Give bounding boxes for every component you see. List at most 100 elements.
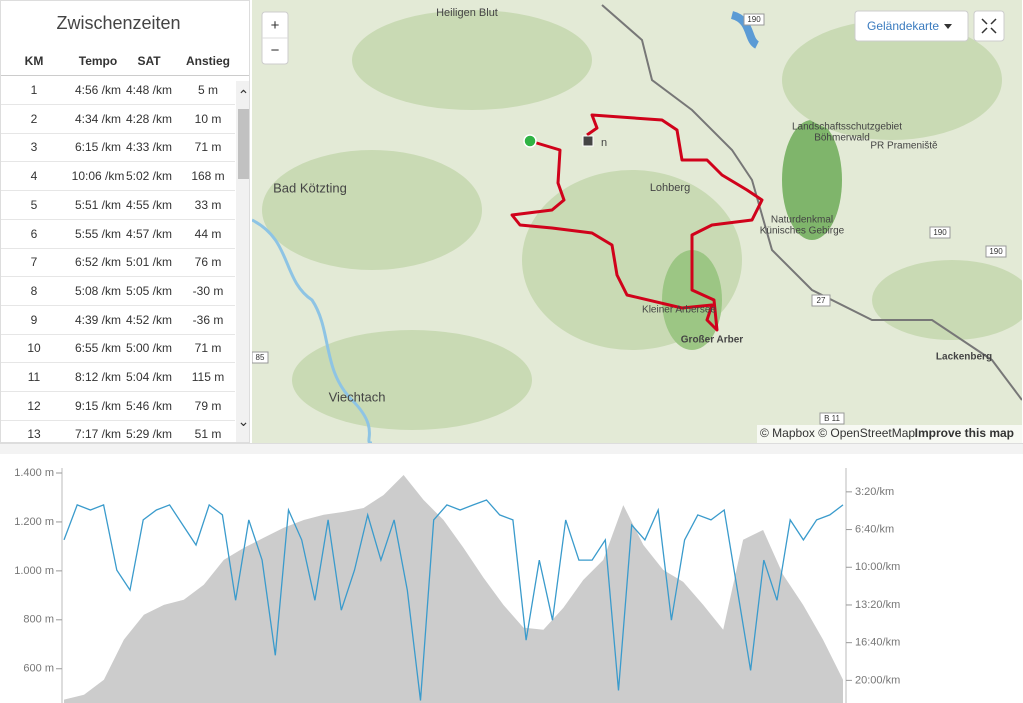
table-cell: 6:15 /km — [74, 140, 122, 155]
row-rule — [1, 161, 235, 163]
table-cell: 4:28 /km — [125, 111, 173, 126]
road-label: B 11 — [824, 414, 840, 423]
row-rule — [1, 391, 235, 392]
attribution-bg — [757, 425, 1022, 443]
map-type-button[interactable] — [854, 10, 969, 42]
table-cell: 8 — [30, 283, 38, 298]
table-cell: 5:46 /km — [125, 398, 173, 413]
table-cell: 5:00 /km — [125, 341, 173, 356]
panel-title: Zwischenzeiten — [56, 13, 181, 33]
row-rule — [1, 362, 235, 364]
scroll-up[interactable]: ⌃ — [237, 87, 250, 103]
attribution: © Mapbox © OpenStreetMap — [760, 426, 915, 440]
zoom-out[interactable]: − — [271, 42, 280, 59]
row-rule — [1, 104, 235, 105]
table-cell: 4:56 /km — [74, 83, 122, 97]
place-label: Künisches Gebirge — [760, 226, 845, 237]
table-cell: -36 m — [192, 312, 224, 327]
road-label: 190 — [933, 228, 947, 237]
lake — [730, 11, 760, 49]
column-header: Anstieg — [185, 54, 230, 68]
column-header: SAT — [137, 54, 161, 68]
table-cell: 44 m — [194, 226, 222, 241]
place-label: PR Prameniště — [870, 141, 938, 152]
table-cell: 76 m — [194, 255, 222, 270]
table-cell: 4:33 /km — [125, 140, 173, 155]
table-cell: 4:48 /km — [125, 83, 173, 97]
zoom-in[interactable]: + — [271, 17, 280, 34]
table-cell: 71 m — [194, 140, 222, 155]
table-cell: 5:51 /km — [74, 197, 122, 212]
row-rule — [1, 247, 235, 249]
table-cell: -30 m — [192, 283, 224, 298]
table-cell: 2 — [30, 111, 38, 126]
row-rule — [1, 304, 235, 306]
row-rule — [1, 190, 235, 192]
y-tick-label: 1.400 m — [14, 467, 54, 479]
place-label: Viechtach — [329, 389, 386, 404]
improve-link[interactable]: Improve this map — [915, 426, 1014, 440]
table-cell: 13 — [27, 427, 41, 442]
y2-tick-label: 3:20/km — [855, 486, 894, 498]
divider[interactable] — [0, 443, 1023, 454]
road-label: 85 — [256, 353, 265, 362]
table-cell: 6:52 /km — [74, 255, 122, 270]
table-cell: 5:01 /km — [125, 255, 173, 270]
pace-line — [63, 499, 844, 701]
place-label: Naturdenkmal — [771, 215, 833, 226]
table-cell: 51 m — [194, 427, 222, 442]
row-rule — [1, 419, 235, 421]
table-cell: 5:04 /km — [125, 370, 173, 384]
road-label: 190 — [747, 15, 761, 24]
place-label: Lackenberg — [936, 352, 992, 363]
table-cell: 11 — [27, 370, 41, 384]
row-rule — [1, 218, 235, 220]
y2-tick-label: 20:00/km — [855, 674, 900, 686]
y2-tick-label: 16:40/km — [855, 637, 900, 649]
dropdown-caret — [944, 24, 952, 29]
place-label: n — [601, 137, 607, 149]
table-cell: 12 — [27, 398, 41, 413]
table-cell: 4:57 /km — [125, 226, 173, 241]
place-label: Landschaftsschutzgebiet — [792, 122, 902, 133]
table-cell: 4:39 /km — [74, 312, 122, 327]
y2-tick-label: 13:20/km — [855, 599, 900, 611]
table-cell: 5:29 /km — [125, 427, 173, 442]
table-cell: 115 m — [191, 370, 225, 384]
terrain — [262, 10, 1022, 430]
scroll-thumb[interactable] — [238, 109, 249, 179]
table-cell: 10 m — [194, 111, 222, 126]
table-cell: 9:15 /km — [74, 398, 122, 413]
start-marker — [523, 134, 537, 148]
table-cell: 10 — [27, 341, 41, 356]
y-tick-label: 800 m — [23, 614, 54, 626]
y-tick-label: 1.200 m — [14, 516, 54, 528]
place-label: Heiligen Blut — [436, 7, 498, 19]
place-label: Kleiner Arbersee — [642, 305, 716, 316]
y2-tick-label: 6:40/km — [855, 523, 894, 535]
route — [510, 113, 764, 332]
fullscreen-button[interactable] — [973, 10, 1005, 42]
table-cell: 168 m — [191, 169, 225, 184]
border-road — [601, 4, 1022, 401]
row-rule — [1, 333, 235, 335]
map-type-label[interactable]: Geländekarte — [867, 19, 939, 33]
finish-marker — [582, 135, 594, 147]
table-cell: 5:05 /km — [125, 283, 173, 298]
table-cell: 33 m — [194, 197, 222, 212]
table-cell: 5:08 /km — [74, 283, 122, 298]
map[interactable]: Heiligen Blut Bad Kötzting Lohberg Lands… — [252, 0, 1022, 443]
scroll-down[interactable]: ⌄ — [237, 413, 250, 429]
elevation-chart: 1.400 m 1.200 m 1.000 m 800 m 600 m 3:20/km 6:… — [14, 467, 900, 703]
place-label: Bad Kötzting — [273, 180, 347, 195]
table-cell: 6 — [30, 226, 38, 241]
table-cell: 5:55 /km — [74, 226, 122, 241]
row-rule — [1, 132, 235, 134]
river — [252, 218, 373, 443]
table-cell: 7:17 /km — [74, 427, 122, 442]
table-cell: 4:34 /km — [74, 111, 122, 126]
table-cell: 5 — [30, 197, 38, 212]
map-canvas: Heiligen Blut Bad Kötzting Lohberg Lands… — [252, 0, 1022, 443]
column-header: Tempo — [78, 54, 118, 68]
